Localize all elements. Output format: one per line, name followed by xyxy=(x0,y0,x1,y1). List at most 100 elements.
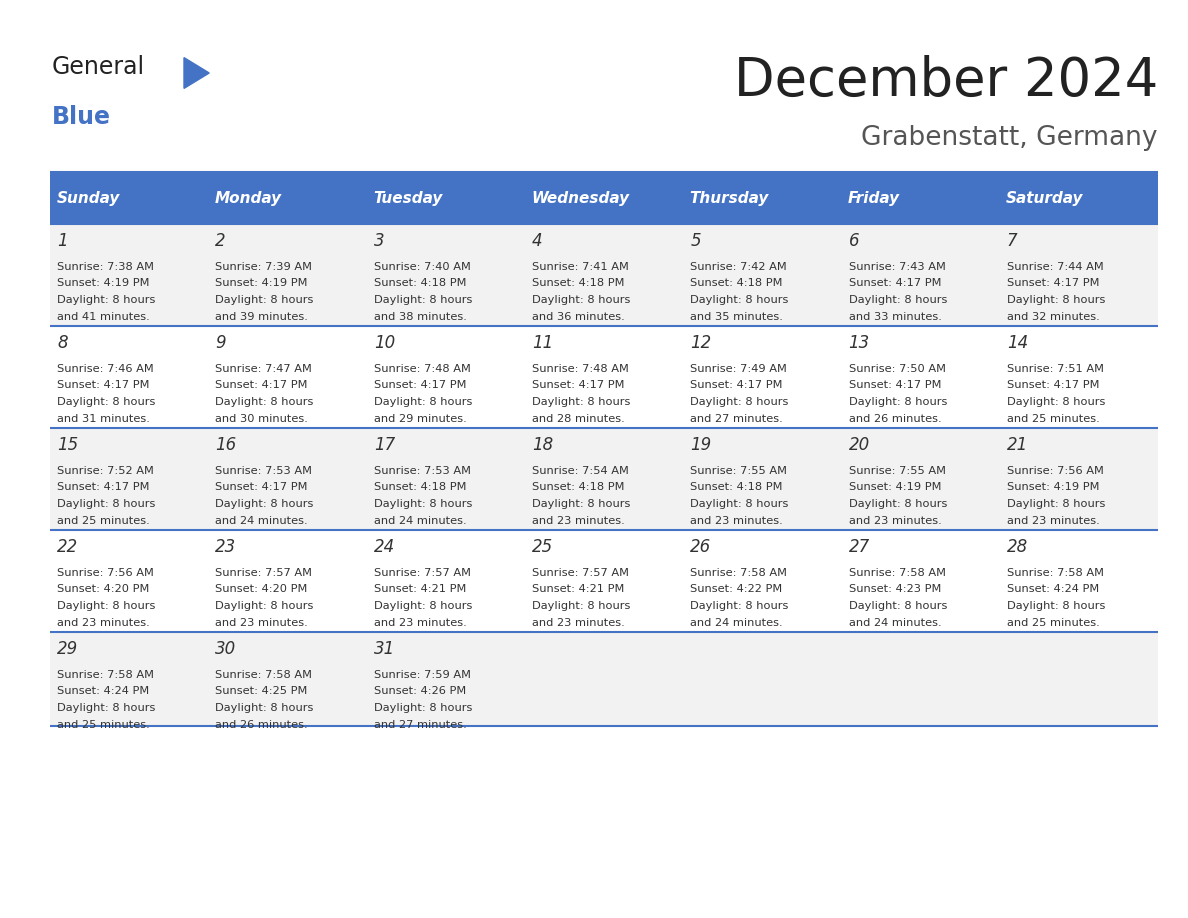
Text: 6: 6 xyxy=(848,232,859,250)
Bar xyxy=(367,224,525,326)
Text: Sunrise: 7:58 AM: Sunrise: 7:58 AM xyxy=(1007,568,1104,578)
Text: Sunset: 4:17 PM: Sunset: 4:17 PM xyxy=(1007,380,1099,390)
Text: Daylight: 8 hours: Daylight: 8 hours xyxy=(690,397,789,407)
Text: Sunrise: 7:53 AM: Sunrise: 7:53 AM xyxy=(215,466,312,476)
Text: Sunrise: 7:57 AM: Sunrise: 7:57 AM xyxy=(532,568,628,578)
Text: Daylight: 8 hours: Daylight: 8 hours xyxy=(57,499,156,509)
Text: Sunset: 4:17 PM: Sunset: 4:17 PM xyxy=(215,483,308,492)
Bar xyxy=(1000,530,1158,632)
Bar xyxy=(208,530,367,632)
Text: Sunset: 4:18 PM: Sunset: 4:18 PM xyxy=(532,278,625,288)
Text: General: General xyxy=(52,55,145,79)
Text: Sunrise: 7:56 AM: Sunrise: 7:56 AM xyxy=(1007,466,1104,476)
Bar xyxy=(367,326,525,428)
Text: Sunrise: 7:57 AM: Sunrise: 7:57 AM xyxy=(215,568,312,578)
Text: 23: 23 xyxy=(215,538,236,556)
Text: and 24 minutes.: and 24 minutes. xyxy=(690,618,783,628)
Text: Daylight: 8 hours: Daylight: 8 hours xyxy=(848,295,947,305)
Bar xyxy=(525,326,683,428)
Text: 27: 27 xyxy=(848,538,870,556)
Bar xyxy=(683,224,841,326)
Text: Sunrise: 7:58 AM: Sunrise: 7:58 AM xyxy=(215,670,312,680)
Text: and 26 minutes.: and 26 minutes. xyxy=(215,720,308,730)
Text: 9: 9 xyxy=(215,334,226,352)
Text: Sunset: 4:19 PM: Sunset: 4:19 PM xyxy=(215,278,308,288)
Bar xyxy=(1000,224,1158,326)
Text: 5: 5 xyxy=(690,232,701,250)
Bar xyxy=(683,172,841,224)
Text: Sunset: 4:24 PM: Sunset: 4:24 PM xyxy=(57,687,150,697)
Text: Sunrise: 7:39 AM: Sunrise: 7:39 AM xyxy=(215,262,312,272)
Text: 16: 16 xyxy=(215,436,236,454)
Bar xyxy=(208,224,367,326)
Bar xyxy=(683,530,841,632)
Text: Sunrise: 7:50 AM: Sunrise: 7:50 AM xyxy=(848,364,946,374)
Text: and 30 minutes.: and 30 minutes. xyxy=(215,413,308,423)
Text: and 25 minutes.: and 25 minutes. xyxy=(57,516,150,525)
Text: 1: 1 xyxy=(57,232,68,250)
Text: and 23 minutes.: and 23 minutes. xyxy=(532,516,625,525)
Text: Sunrise: 7:58 AM: Sunrise: 7:58 AM xyxy=(690,568,788,578)
Bar xyxy=(683,428,841,530)
Bar xyxy=(525,530,683,632)
Text: Daylight: 8 hours: Daylight: 8 hours xyxy=(57,703,156,713)
Text: Daylight: 8 hours: Daylight: 8 hours xyxy=(690,295,789,305)
Text: Sunset: 4:17 PM: Sunset: 4:17 PM xyxy=(690,380,783,390)
Text: Sunrise: 7:40 AM: Sunrise: 7:40 AM xyxy=(374,262,470,272)
Bar xyxy=(50,530,208,632)
Text: Daylight: 8 hours: Daylight: 8 hours xyxy=(848,601,947,611)
Bar xyxy=(208,632,367,726)
Text: Daylight: 8 hours: Daylight: 8 hours xyxy=(532,601,631,611)
Text: Saturday: Saturday xyxy=(1006,191,1083,206)
Text: Sunrise: 7:47 AM: Sunrise: 7:47 AM xyxy=(215,364,312,374)
Text: and 28 minutes.: and 28 minutes. xyxy=(532,413,625,423)
Text: Sunrise: 7:54 AM: Sunrise: 7:54 AM xyxy=(532,466,628,476)
Text: Grabenstatt, Germany: Grabenstatt, Germany xyxy=(861,125,1158,151)
Text: and 29 minutes.: and 29 minutes. xyxy=(374,413,467,423)
Text: and 23 minutes.: and 23 minutes. xyxy=(848,516,941,525)
Text: 3: 3 xyxy=(374,232,385,250)
Text: and 24 minutes.: and 24 minutes. xyxy=(374,516,467,525)
Text: and 23 minutes.: and 23 minutes. xyxy=(57,618,150,628)
Text: and 41 minutes.: and 41 minutes. xyxy=(57,311,150,321)
Bar xyxy=(1000,172,1158,224)
Text: Sunrise: 7:53 AM: Sunrise: 7:53 AM xyxy=(374,466,470,476)
Bar xyxy=(841,172,1000,224)
Text: Daylight: 8 hours: Daylight: 8 hours xyxy=(215,703,314,713)
Text: Sunset: 4:19 PM: Sunset: 4:19 PM xyxy=(57,278,150,288)
Text: Sunrise: 7:44 AM: Sunrise: 7:44 AM xyxy=(1007,262,1104,272)
Text: and 32 minutes.: and 32 minutes. xyxy=(1007,311,1100,321)
Text: Sunset: 4:23 PM: Sunset: 4:23 PM xyxy=(848,585,941,595)
Text: Wednesday: Wednesday xyxy=(531,191,630,206)
Text: Sunset: 4:24 PM: Sunset: 4:24 PM xyxy=(1007,585,1099,595)
Bar xyxy=(683,326,841,428)
Text: Sunrise: 7:57 AM: Sunrise: 7:57 AM xyxy=(374,568,470,578)
Bar xyxy=(525,172,683,224)
Bar xyxy=(683,632,841,726)
Text: Thursday: Thursday xyxy=(689,191,769,206)
Text: Sunset: 4:17 PM: Sunset: 4:17 PM xyxy=(57,483,150,492)
Bar xyxy=(841,530,1000,632)
Bar xyxy=(525,428,683,530)
Text: Monday: Monday xyxy=(215,191,282,206)
Bar xyxy=(208,326,367,428)
Text: Daylight: 8 hours: Daylight: 8 hours xyxy=(374,499,472,509)
Text: Daylight: 8 hours: Daylight: 8 hours xyxy=(215,295,314,305)
Text: Daylight: 8 hours: Daylight: 8 hours xyxy=(374,295,472,305)
Text: 19: 19 xyxy=(690,436,712,454)
Text: Sunset: 4:26 PM: Sunset: 4:26 PM xyxy=(374,687,466,697)
Text: Daylight: 8 hours: Daylight: 8 hours xyxy=(848,499,947,509)
Text: 20: 20 xyxy=(848,436,870,454)
Text: Sunset: 4:20 PM: Sunset: 4:20 PM xyxy=(215,585,308,595)
Bar xyxy=(367,172,525,224)
Text: and 24 minutes.: and 24 minutes. xyxy=(215,516,308,525)
Text: Daylight: 8 hours: Daylight: 8 hours xyxy=(690,499,789,509)
Text: Daylight: 8 hours: Daylight: 8 hours xyxy=(374,703,472,713)
Text: 24: 24 xyxy=(374,538,394,556)
Bar xyxy=(50,632,208,726)
Bar xyxy=(841,326,1000,428)
Text: 21: 21 xyxy=(1007,436,1028,454)
Text: Sunrise: 7:46 AM: Sunrise: 7:46 AM xyxy=(57,364,154,374)
Text: 13: 13 xyxy=(848,334,870,352)
Text: Tuesday: Tuesday xyxy=(373,191,442,206)
